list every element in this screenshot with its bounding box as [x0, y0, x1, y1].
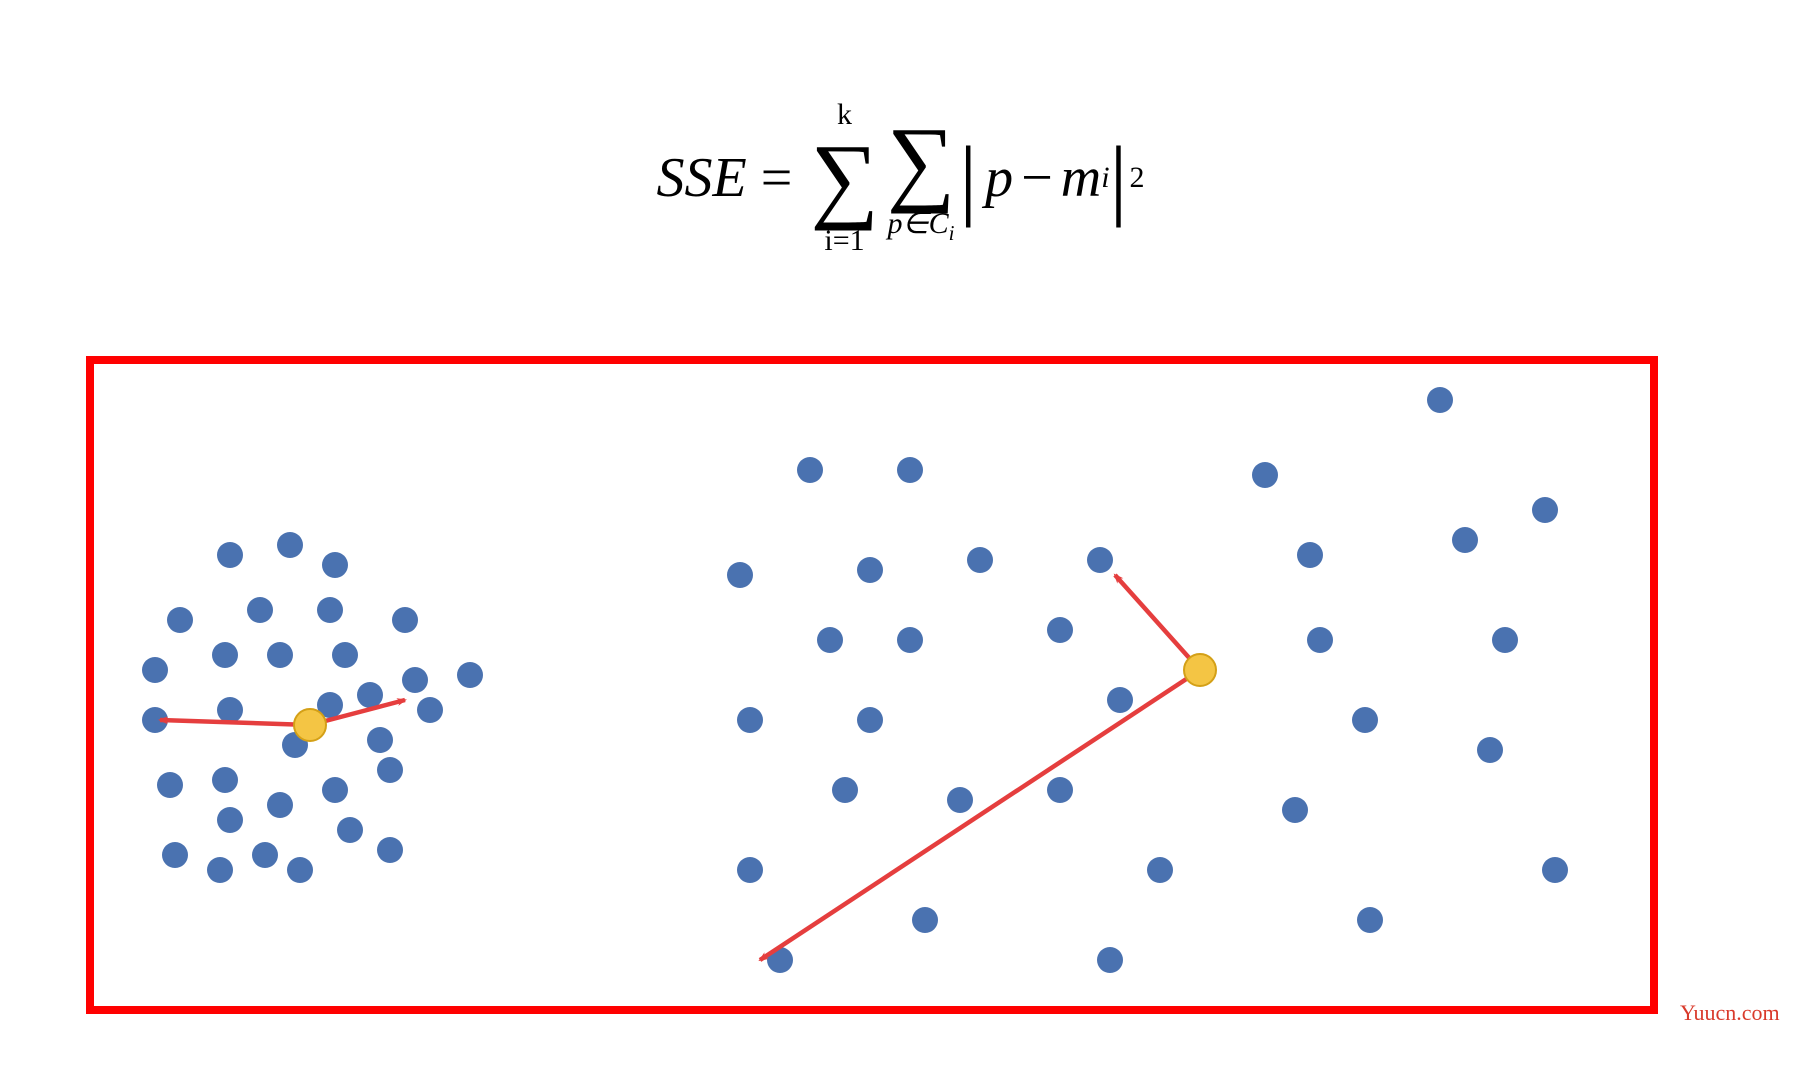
data-point: [897, 627, 923, 653]
data-point: [1477, 737, 1503, 763]
cluster-diagram: [0, 0, 1801, 1080]
data-point: [277, 532, 303, 558]
data-point: [317, 597, 343, 623]
data-point: [417, 697, 443, 723]
data-point: [1357, 907, 1383, 933]
data-point: [912, 907, 938, 933]
data-point: [357, 682, 383, 708]
data-point: [857, 707, 883, 733]
data-point: [1542, 857, 1568, 883]
data-point: [267, 792, 293, 818]
data-point: [727, 562, 753, 588]
watermark: Yuucn.com: [1680, 1000, 1780, 1026]
data-point: [267, 642, 293, 668]
data-point: [247, 597, 273, 623]
data-point: [142, 657, 168, 683]
data-point: [1307, 627, 1333, 653]
data-point: [457, 662, 483, 688]
data-point: [367, 727, 393, 753]
data-point: [1492, 627, 1518, 653]
data-point: [1097, 947, 1123, 973]
data-point: [157, 772, 183, 798]
data-point: [167, 607, 193, 633]
data-point: [857, 557, 883, 583]
data-point: [1427, 387, 1453, 413]
data-point: [212, 767, 238, 793]
data-point: [337, 817, 363, 843]
data-point: [392, 607, 418, 633]
data-point: [332, 642, 358, 668]
data-point: [1352, 707, 1378, 733]
watermark-text: Yuucn.com: [1680, 1000, 1780, 1025]
data-point: [1107, 687, 1133, 713]
data-point: [1047, 617, 1073, 643]
data-point: [832, 777, 858, 803]
data-point: [1087, 547, 1113, 573]
data-point: [737, 857, 763, 883]
centroid-right: [1184, 654, 1216, 686]
data-point: [737, 707, 763, 733]
data-point: [797, 457, 823, 483]
data-point: [287, 857, 313, 883]
data-point: [322, 552, 348, 578]
data-point: [1532, 497, 1558, 523]
data-point: [207, 857, 233, 883]
data-point: [217, 807, 243, 833]
data-point: [1297, 542, 1323, 568]
data-point: [897, 457, 923, 483]
data-point: [322, 777, 348, 803]
data-point: [817, 627, 843, 653]
data-point: [252, 842, 278, 868]
data-point: [1047, 777, 1073, 803]
data-point: [967, 547, 993, 573]
data-point: [947, 787, 973, 813]
data-point: [162, 842, 188, 868]
data-point: [402, 667, 428, 693]
data-point: [1147, 857, 1173, 883]
data-point: [1252, 462, 1278, 488]
data-point: [1452, 527, 1478, 553]
data-point: [217, 542, 243, 568]
data-point: [212, 642, 238, 668]
data-point: [217, 697, 243, 723]
data-point: [1282, 797, 1308, 823]
data-point: [377, 757, 403, 783]
centroid-left: [294, 709, 326, 741]
diagram-border: [90, 360, 1654, 1010]
data-point: [377, 837, 403, 863]
